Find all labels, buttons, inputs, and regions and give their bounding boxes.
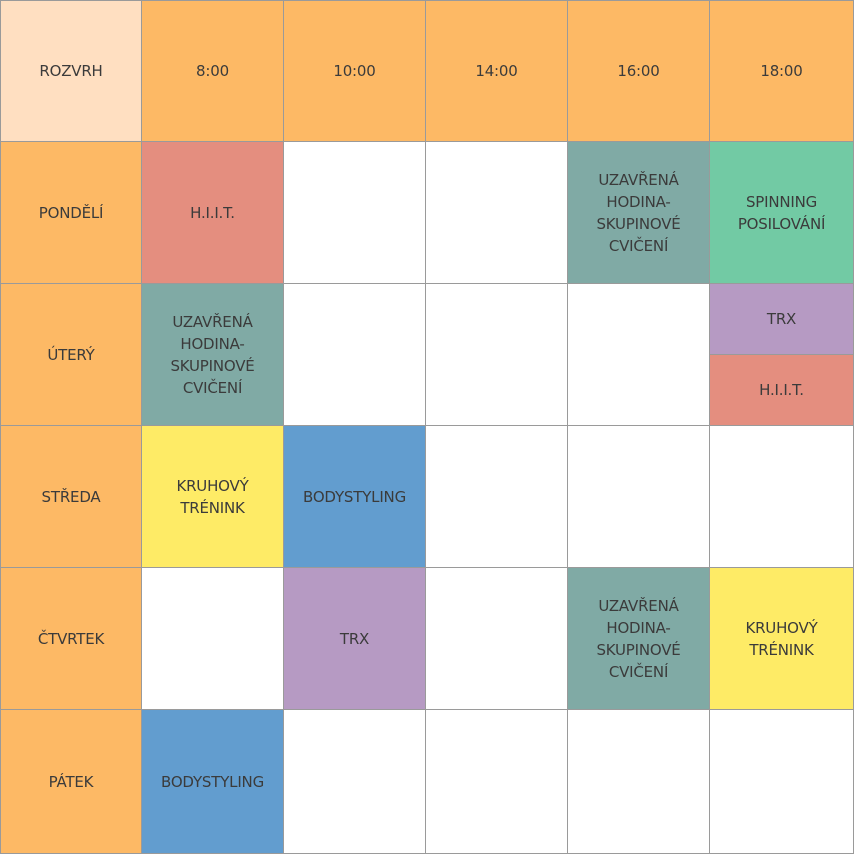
time-header-cell: 8:00 [142,0,284,142]
class-cell: BODYSTYLING [142,710,284,854]
day-label-cell: ČTVRTEK [0,568,142,710]
empty-cell [284,142,426,284]
empty-cell [568,710,710,854]
empty-cell [568,426,710,568]
time-header-cell: 14:00 [426,0,568,142]
day-label-cell: PONDĚLÍ [0,142,142,284]
empty-cell [710,426,854,568]
empty-cell [568,284,710,426]
class-cell: UZAVŘENÁ HODINA- SKUPINOVÉ CVIČENÍ [568,568,710,710]
corner-cell: ROZVRH [0,0,142,142]
class-cell: SPINNING POSILOVÁNÍ [710,142,854,284]
empty-cell [426,142,568,284]
empty-cell [426,284,568,426]
class-slot: H.I.I.T. [710,354,853,425]
class-cell: UZAVŘENÁ HODINA- SKUPINOVÉ CVIČENÍ [568,142,710,284]
class-cell: H.I.I.T. [142,142,284,284]
time-header-cell: 16:00 [568,0,710,142]
empty-cell [426,568,568,710]
class-cell: UZAVŘENÁ HODINA- SKUPINOVÉ CVIČENÍ [142,284,284,426]
empty-cell [426,710,568,854]
class-cell: KRUHOVÝ TRÉNINK [710,568,854,710]
time-header-cell: 10:00 [284,0,426,142]
class-cell: BODYSTYLING [284,426,426,568]
empty-cell [426,426,568,568]
day-label-cell: PÁTEK [0,710,142,854]
class-slot: TRX [710,284,853,354]
time-header-cell: 18:00 [710,0,854,142]
empty-cell [284,710,426,854]
day-label-cell: STŘEDA [0,426,142,568]
class-cell: KRUHOVÝ TRÉNINK [142,426,284,568]
class-cell: TRX [284,568,426,710]
empty-cell [710,710,854,854]
split-class-cell: TRX H.I.I.T. [710,284,854,426]
day-label-cell: ÚTERÝ [0,284,142,426]
empty-cell [284,284,426,426]
empty-cell [142,568,284,710]
